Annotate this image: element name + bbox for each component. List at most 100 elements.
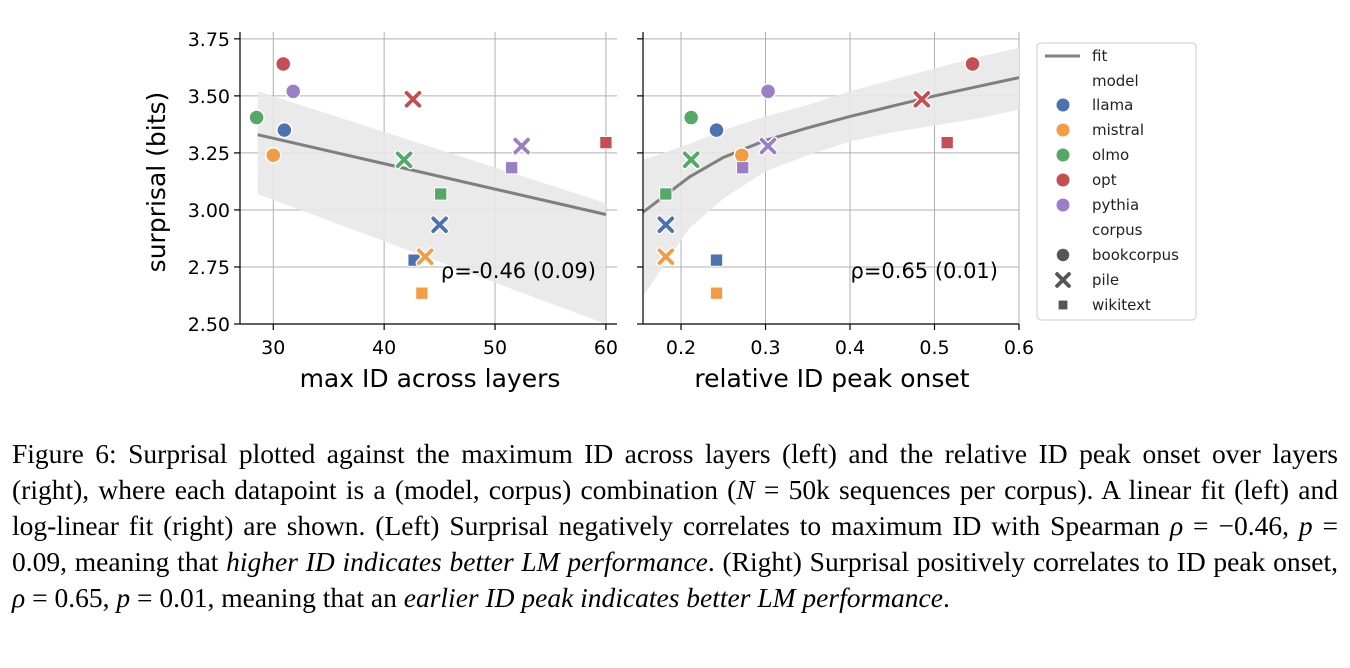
- data-point-mistral-pile-stroke: [416, 248, 434, 265]
- legend-model-entries: llama mistral olmo opt pythia: [1055, 96, 1144, 214]
- legend-marker-opt: [1055, 172, 1071, 188]
- data-point-mistral-bookcorpus: [733, 146, 751, 164]
- y-tick-label: 3.00: [188, 200, 230, 222]
- legend-marker-pile: [1053, 270, 1073, 290]
- y-tick-label: 2.50: [188, 314, 230, 336]
- caption-text: . (Right) Surprisal positively correlate…: [707, 546, 1338, 577]
- legend-label-wikitext: wikitext: [1092, 296, 1151, 314]
- caption-math-rho: ρ: [1169, 510, 1184, 541]
- confidence-band: [257, 91, 606, 324]
- data-point-olmo-pile: [681, 150, 701, 170]
- y-tick-label: 3.25: [188, 143, 230, 165]
- legend-label-olmo: olmo: [1092, 146, 1129, 164]
- y-tick-label: 3.75: [188, 29, 230, 51]
- data-point-opt-bookcorpus: [274, 55, 292, 73]
- data-point-llama-pile: [656, 215, 676, 235]
- data-point-mistral-bookcorpus: [265, 146, 282, 164]
- data-point-opt-pile: [912, 89, 932, 109]
- legend-marker-mistral: [1055, 122, 1071, 138]
- legend: fit model llama mistral olmo opt pythia corp…: [1036, 42, 1197, 321]
- x-tick-label: 0.3: [750, 337, 780, 359]
- caption-math-p: p: [116, 582, 131, 613]
- data-point-olmo-bookcorpus: [248, 109, 265, 126]
- fit-line: [643, 76, 1019, 214]
- legend-label-llama: llama: [1092, 96, 1133, 114]
- data-point-llama-pile: [429, 215, 450, 235]
- x-axis-label-left: max ID across layers: [300, 364, 561, 393]
- x-tick-label: 50: [483, 337, 507, 359]
- data-point-pythia-pile: [758, 136, 778, 156]
- legend-marker-bookcorpus: [1055, 247, 1071, 263]
- legend-marker-wikitext: [1057, 299, 1069, 311]
- data-point-mistral-wikitext: [709, 286, 724, 300]
- data-point-mistral-pile: [415, 247, 435, 267]
- data-point-olmo-wikitext: [434, 187, 448, 201]
- data-point-mistral-pile: [656, 247, 676, 267]
- caption-text: = −0.46,: [1183, 510, 1299, 541]
- fit-line: [257, 133, 607, 216]
- legend-label-opt: opt: [1092, 171, 1117, 189]
- x-tick-label: 40: [372, 337, 396, 359]
- correlation-annotation-right: ρ=0.65 (0.01): [850, 259, 998, 283]
- x-axis-label-right: relative ID peak onset: [694, 364, 969, 393]
- data-point-olmo-pile-stroke: [682, 151, 700, 169]
- x-tick-label: 0.4: [835, 337, 865, 359]
- legend-marker-pile-stroke: [1055, 272, 1071, 288]
- caption-math-n: N: [736, 474, 755, 505]
- confidence-band: [643, 48, 1019, 297]
- correlation-annotation-left: ρ=-0.46 (0.09): [441, 259, 596, 283]
- data-point-llama-bookcorpus: [708, 121, 725, 139]
- legend-model-title: model: [1092, 72, 1139, 90]
- y-axis-label: surprisal (bits): [142, 92, 171, 273]
- caption-emphasis: higher ID indicates better LM performanc…: [226, 546, 708, 577]
- x-tick-label: 0.5: [919, 337, 949, 359]
- x-tick-label: 30: [261, 337, 285, 359]
- figure-caption: Figure 6: Surprisal plotted against the …: [12, 436, 1338, 616]
- caption-text: Figure 6: Surprisal plotted against the …: [12, 438, 1338, 505]
- x-tick-label: 0.2: [666, 337, 696, 359]
- legend-corpus-entries: bookcorpus pile wikitext: [1053, 246, 1179, 314]
- caption-text: = 0.09, meaning that: [12, 510, 1338, 577]
- data-point-opt-pile: [403, 89, 423, 109]
- y-tick-label: 3.50: [188, 86, 230, 108]
- caption-text: = 0.65,: [25, 582, 117, 613]
- data-point-llama-pile-stroke: [657, 216, 675, 234]
- caption-text: = 0.01, meaning that an: [130, 582, 404, 613]
- y-tick-label: 2.75: [188, 257, 230, 279]
- data-point-mistral-pile-stroke: [657, 248, 675, 265]
- legend-label-bookcorpus: bookcorpus: [1092, 246, 1179, 264]
- caption-math-rho: ρ: [12, 582, 26, 613]
- legend-label-pythia: pythia: [1092, 196, 1139, 214]
- data-point-pythia-bookcorpus: [284, 83, 302, 100]
- panel-right-peak-onset: 0.2 0.3 0.4 0.5 0.6: [637, 32, 1034, 359]
- data-point-llama-pile-stroke: [431, 216, 448, 234]
- data-point-olmo-pile: [394, 150, 414, 170]
- data-point-opt-wikitext: [599, 135, 613, 150]
- data-point-opt-bookcorpus: [964, 55, 981, 73]
- caption-emphasis: earlier ID peak indicates better LM perf…: [403, 582, 943, 613]
- data-point-olmo-bookcorpus: [682, 109, 700, 126]
- data-point-llama-wikitext: [709, 253, 724, 267]
- data-point-mistral-wikitext: [415, 286, 429, 300]
- data-point-pythia-bookcorpus: [759, 83, 777, 100]
- legend-fit-label: fit: [1092, 47, 1107, 65]
- panel-left-max-id: 30 40 50 60 2.50 2.75 3.00 3.25 3.50 3.75: [188, 29, 618, 359]
- data-point-pythia-pile-stroke: [759, 137, 777, 155]
- legend-label-pile: pile: [1092, 271, 1119, 289]
- x-tick-label: 0.6: [1004, 337, 1034, 359]
- data-point-opt-wikitext: [940, 135, 954, 150]
- data-point-olmo-wikitext: [659, 187, 673, 201]
- legend-frame: [1036, 42, 1197, 321]
- figure-6-chart: 30 40 50 602.502.753.003.253.503.75 0.2 0.3 0…: [142, 29, 1197, 393]
- caption-text: .: [942, 582, 950, 613]
- data-point-pythia-wikitext: [505, 161, 519, 175]
- data-point-pythia-pile-stroke: [513, 137, 530, 155]
- x-tick-label: 60: [594, 337, 618, 359]
- legend-marker-pythia: [1055, 197, 1071, 213]
- legend-corpus-title: corpus: [1092, 221, 1143, 239]
- caption-math-p: p: [1298, 510, 1313, 541]
- data-point-llama-bookcorpus: [276, 121, 293, 139]
- legend-label-mistral: mistral: [1092, 121, 1144, 139]
- legend-marker-olmo: [1055, 147, 1071, 163]
- data-point-opt-pile-stroke: [404, 91, 422, 108]
